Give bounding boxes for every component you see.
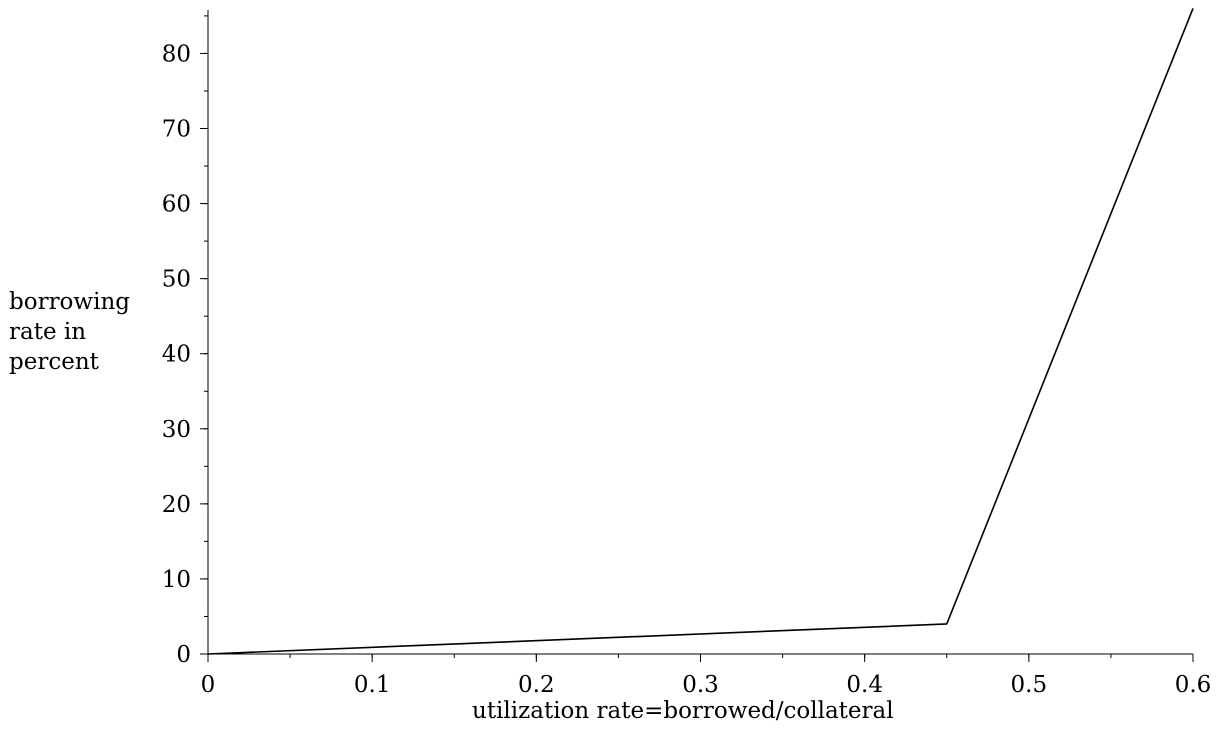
x-axis-label: utilization rate=borrowed/collateral (472, 698, 894, 724)
series-line (207, 8, 1194, 655)
x-tick-label: 0.3 (682, 672, 719, 698)
y-tick-label: 80 (162, 41, 191, 67)
y-axis-label-line: borrowing (9, 289, 130, 315)
x-tick-label: 0.6 (1175, 672, 1212, 698)
y-axis-label: borrowing rate in percent (9, 287, 130, 377)
y-tick-label: 40 (162, 342, 191, 368)
y-tick-label: 50 (162, 267, 191, 293)
x-tick-label: 0.2 (518, 672, 555, 698)
y-axis-label-line: percent (9, 349, 99, 375)
y-tick-label: 30 (162, 417, 191, 443)
y-tick-label: 20 (162, 492, 191, 518)
y-tick-label: 70 (162, 117, 191, 143)
x-tick-label: 0.5 (1011, 672, 1048, 698)
x-tick-label: 0.4 (846, 672, 883, 698)
y-tick-label: 10 (162, 567, 191, 593)
y-tick-label: 60 (162, 192, 191, 218)
x-tick-label: 0 (201, 672, 216, 698)
x-tick-label: 0.1 (354, 672, 391, 698)
y-tick-label: 0 (176, 642, 191, 668)
y-axis-label-line: rate in (9, 319, 87, 345)
